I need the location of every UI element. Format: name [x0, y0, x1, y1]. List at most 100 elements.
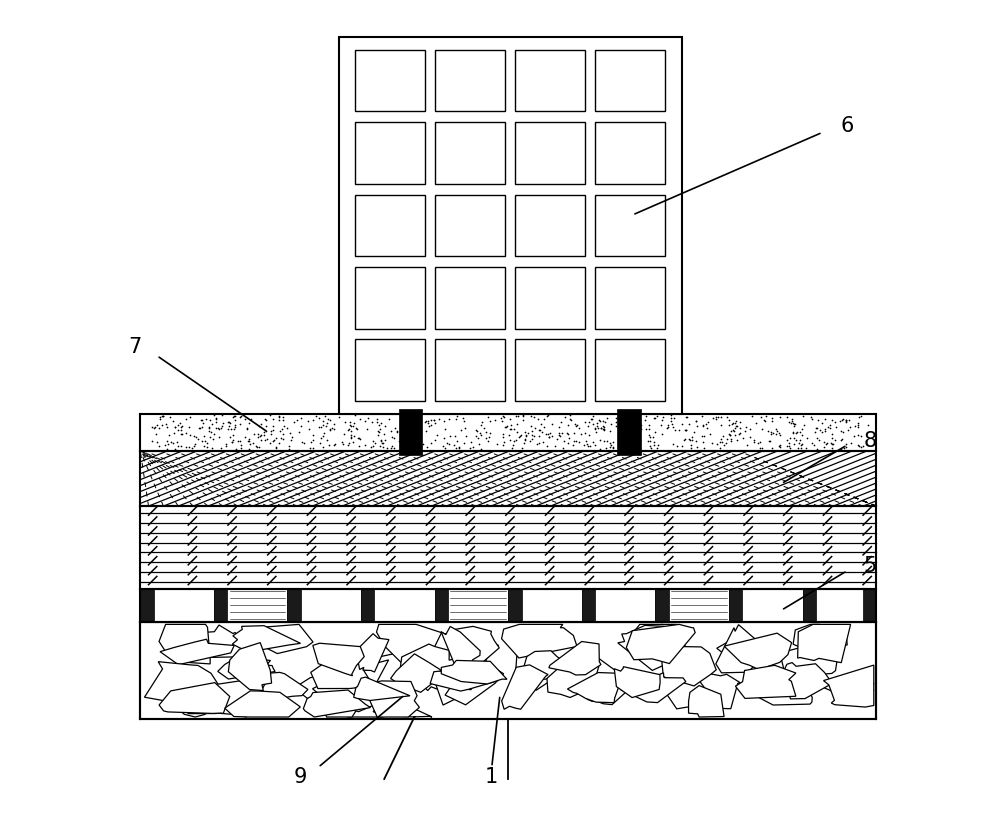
Point	[517, 426, 533, 439]
Point	[360, 411, 376, 424]
Point	[752, 442, 768, 455]
Point	[704, 437, 720, 450]
Point	[603, 438, 619, 452]
Bar	[582, 589, 595, 622]
Point	[642, 434, 658, 447]
Point	[807, 425, 823, 438]
Point	[820, 420, 836, 433]
Point	[568, 419, 584, 433]
Point	[386, 431, 402, 444]
Point	[518, 428, 534, 442]
Point	[275, 410, 291, 423]
Point	[282, 427, 298, 440]
Point	[348, 422, 364, 435]
Point	[451, 442, 467, 455]
Point	[418, 424, 434, 437]
Point	[709, 437, 725, 451]
Point	[838, 437, 854, 451]
Point	[181, 440, 197, 453]
Point	[343, 424, 359, 437]
Point	[201, 424, 217, 437]
Point	[158, 418, 174, 431]
Point	[262, 437, 278, 450]
Point	[694, 429, 710, 442]
Polygon shape	[755, 681, 812, 705]
Point	[527, 422, 543, 435]
Point	[721, 418, 737, 432]
Point	[605, 440, 621, 453]
Point	[798, 442, 814, 455]
Polygon shape	[294, 676, 356, 700]
Point	[791, 437, 807, 450]
Point	[199, 436, 215, 449]
Point	[415, 437, 431, 450]
Bar	[227, 589, 287, 622]
Bar	[515, 50, 585, 112]
Point	[557, 410, 573, 423]
Point	[760, 424, 776, 437]
Point	[371, 426, 387, 439]
Point	[220, 423, 236, 436]
Bar	[595, 339, 665, 401]
Point	[716, 438, 732, 452]
Point	[746, 433, 762, 447]
Point	[321, 438, 337, 452]
Point	[722, 428, 738, 442]
Point	[585, 435, 601, 448]
Point	[357, 414, 373, 428]
Point	[271, 413, 287, 426]
Point	[326, 418, 342, 431]
Point	[275, 433, 291, 446]
Point	[833, 433, 849, 447]
Point	[274, 423, 290, 436]
Point	[256, 428, 272, 442]
Point	[608, 419, 624, 433]
Point	[370, 424, 386, 437]
Point	[784, 414, 800, 428]
Point	[455, 412, 471, 425]
Point	[412, 424, 428, 437]
Point	[281, 440, 297, 453]
Point	[788, 433, 804, 447]
Point	[345, 419, 361, 433]
Point	[540, 428, 556, 441]
Point	[268, 432, 284, 445]
Point	[772, 411, 788, 424]
Point	[787, 418, 803, 431]
Point	[617, 428, 633, 442]
Point	[340, 438, 356, 452]
Point	[523, 409, 539, 423]
Point	[593, 421, 609, 434]
Text: 8: 8	[864, 431, 877, 451]
Point	[286, 415, 302, 428]
Bar	[515, 122, 585, 184]
Point	[159, 421, 175, 434]
Point	[503, 418, 519, 432]
Point	[578, 435, 594, 448]
Point	[392, 439, 408, 452]
Point	[828, 420, 844, 433]
Point	[239, 421, 255, 434]
Point	[596, 434, 612, 447]
Point	[631, 417, 647, 430]
Point	[173, 423, 189, 437]
Point	[494, 414, 510, 428]
Bar	[522, 589, 582, 622]
Point	[727, 422, 743, 435]
Point	[560, 418, 576, 432]
Point	[533, 418, 549, 431]
Point	[665, 437, 681, 451]
Point	[790, 442, 806, 455]
Polygon shape	[782, 662, 832, 699]
Point	[318, 419, 334, 433]
Polygon shape	[660, 647, 716, 686]
Point	[419, 441, 435, 454]
Point	[351, 440, 367, 453]
Point	[850, 420, 866, 433]
Point	[817, 424, 833, 437]
Point	[152, 411, 168, 424]
Point	[514, 442, 530, 455]
Point	[341, 423, 357, 436]
Point	[208, 421, 224, 434]
Point	[833, 442, 849, 456]
